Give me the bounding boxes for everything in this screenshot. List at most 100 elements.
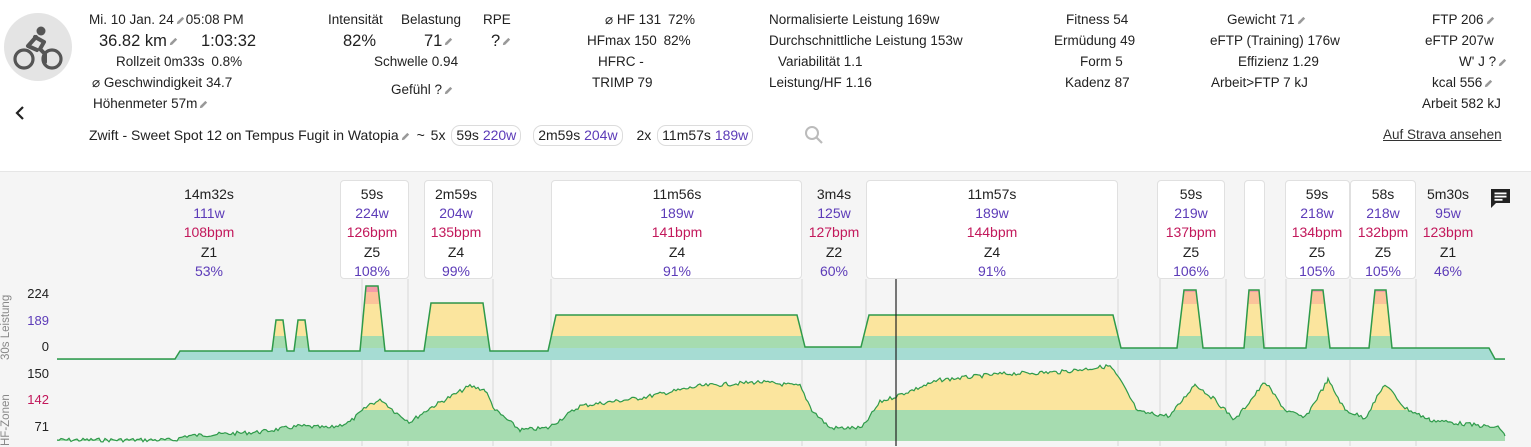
interval-zone: Z5 [1182, 243, 1200, 260]
threshold-value: 0.94 [431, 54, 459, 69]
distance-field[interactable]: 36.82 km [99, 32, 179, 51]
interval-bpm: 126bpm [346, 224, 398, 241]
interval-zone: Z5 [1308, 243, 1326, 260]
strava-link[interactable]: Auf Strava ansehen [1383, 127, 1502, 142]
eftp-training-value: 176w [1307, 33, 1340, 48]
work-above-ftp-label: Arbeit>FTP [1211, 75, 1280, 90]
interval-card[interactable] [1244, 180, 1265, 279]
avg-power-label: Durchschnittliche Leistung [769, 33, 927, 48]
pencil-icon[interactable] [1485, 15, 1496, 26]
interval-label: 3m4s 125w 127bpm Z2 60% [789, 185, 879, 281]
search-button[interactable] [803, 124, 825, 146]
interval-group-pill[interactable]: 59s 220w [451, 125, 522, 146]
rpe-label: RPE [483, 12, 511, 27]
workout-name[interactable]: Zwift - Sweet Spot 12 on Tempus Fugit in… [89, 127, 399, 143]
activity-date[interactable]: Mi. 10 Jan. 24 05:08 PM [89, 12, 244, 27]
interval-watts: 189w [975, 205, 1009, 222]
interval-zone: Z1 [1439, 243, 1457, 260]
interval-group-pill[interactable]: 2m59s 204w [533, 125, 623, 146]
max-hr-row: HFmax 150 82% [587, 33, 691, 48]
interval-bpm: 127bpm [808, 224, 860, 241]
kcal-row[interactable]: kcal 556 [1432, 75, 1494, 90]
interval-watts: 224w [355, 205, 389, 222]
comment-button[interactable] [1488, 186, 1513, 211]
pencil-icon[interactable] [198, 99, 209, 110]
wprime-label: W' J [1459, 54, 1485, 69]
interval-zone: Z4 [447, 243, 465, 260]
interval-duration: 2m59s [434, 186, 478, 202]
interval-card[interactable] [1350, 180, 1416, 279]
chevron-left-icon [15, 106, 24, 120]
time-text: 05:08 PM [185, 12, 244, 27]
rpe-field[interactable]: ? [491, 32, 512, 51]
ftp-row[interactable]: FTP 206 [1432, 12, 1496, 27]
interval-card[interactable] [340, 180, 409, 279]
power-tick: 224 [27, 286, 49, 301]
feeling-row[interactable]: Gefühl ? [391, 82, 454, 97]
cadence-label: Kadenz [1065, 75, 1111, 90]
speed-row: ⌀ Geschwindigkeit 34.7 [92, 75, 232, 91]
interval-label: 5m30s 95w 123bpm Z1 46% [1403, 185, 1493, 281]
pencil-icon[interactable] [175, 15, 186, 26]
interval-duration: 59s [360, 186, 384, 202]
elevation-row[interactable]: Höhenmeter 57m [93, 96, 209, 111]
interval-label: 14m32s 111w 108bpm Z1 53% [164, 185, 254, 281]
fitness-label: Fitness [1066, 12, 1110, 27]
power-axis-label: 30s Leistung [0, 294, 12, 360]
interval-card[interactable] [1285, 180, 1350, 279]
interval-group-pill[interactable]: 11m57s 189w [657, 125, 754, 146]
cadence-row: Kadenz 87 [1065, 75, 1130, 90]
interval-group-duration: 11m57s [662, 127, 711, 143]
weight-row[interactable]: Gewicht 71 [1227, 12, 1307, 27]
interval-group-count: 5x [430, 127, 446, 143]
interval-pct: 105% [1365, 262, 1401, 279]
interval-card[interactable] [1157, 180, 1225, 279]
load-label: Belastung [401, 12, 462, 27]
cadence-value: 87 [1114, 75, 1130, 90]
interval-pct: 91% [977, 262, 1007, 279]
interval-zone: Z4 [668, 243, 686, 260]
interval-group-duration: 59s [456, 127, 479, 143]
work-above-ftp-row: Arbeit>FTP 7 kJ [1211, 75, 1308, 90]
interval-label: 11m57s 189w 144bpm Z4 91% [947, 185, 1037, 281]
search-icon [805, 126, 823, 144]
form-row: Form 5 [1080, 54, 1123, 69]
pencil-icon[interactable] [1296, 15, 1307, 26]
elevation-label: Höhenmeter [93, 96, 168, 111]
interval-card[interactable] [866, 180, 1118, 279]
np-label: Normalisierte Leistung [769, 12, 904, 27]
interval-card[interactable] [424, 180, 493, 279]
hr-tick: 71 [34, 419, 49, 434]
wprime-row[interactable]: W' J ? [1459, 54, 1508, 69]
eftp-value: 207w [1461, 33, 1494, 48]
distance-value: 36.82 km [99, 32, 167, 50]
interval-duration: 5m30s [1426, 186, 1470, 202]
form-label: Form [1080, 54, 1112, 69]
variability-row: Variabilität 1.1 [778, 54, 863, 69]
pencil-icon[interactable] [1497, 57, 1508, 68]
interval-watts: 218w [1366, 205, 1400, 222]
interval-duration: 59s [1179, 186, 1203, 202]
pencil-icon[interactable] [501, 36, 512, 47]
pencil-icon[interactable] [1483, 78, 1494, 89]
pencil-icon[interactable] [168, 36, 179, 47]
interval-bpm: 132bpm [1357, 224, 1409, 241]
efficiency-label: Effizienz [1238, 54, 1289, 69]
back-button[interactable] [12, 104, 30, 122]
interval-pct: 105% [1299, 262, 1335, 279]
power-hr-label: Leistung/HF [769, 75, 842, 90]
work-label: Arbeit [1422, 96, 1458, 111]
cycling-icon [13, 26, 63, 70]
interval-group-count: 2x [636, 127, 652, 143]
intensity-value: 82% [343, 32, 377, 50]
work-row: Arbeit 582 kJ [1422, 96, 1501, 111]
interval-card[interactable] [551, 180, 802, 279]
np-row: Normalisierte Leistung 169w [769, 12, 939, 27]
pencil-icon[interactable] [443, 36, 454, 47]
load-field[interactable]: 71 [424, 32, 454, 51]
interval-pct: 60% [819, 262, 849, 279]
pencil-icon[interactable] [443, 85, 454, 96]
pencil-icon[interactable] [400, 131, 411, 142]
interval-watts: 219w [1174, 205, 1208, 222]
interval-pct: 91% [662, 262, 692, 279]
